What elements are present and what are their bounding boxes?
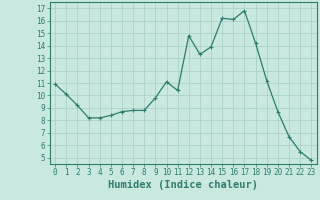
X-axis label: Humidex (Indice chaleur): Humidex (Indice chaleur) <box>108 180 258 190</box>
